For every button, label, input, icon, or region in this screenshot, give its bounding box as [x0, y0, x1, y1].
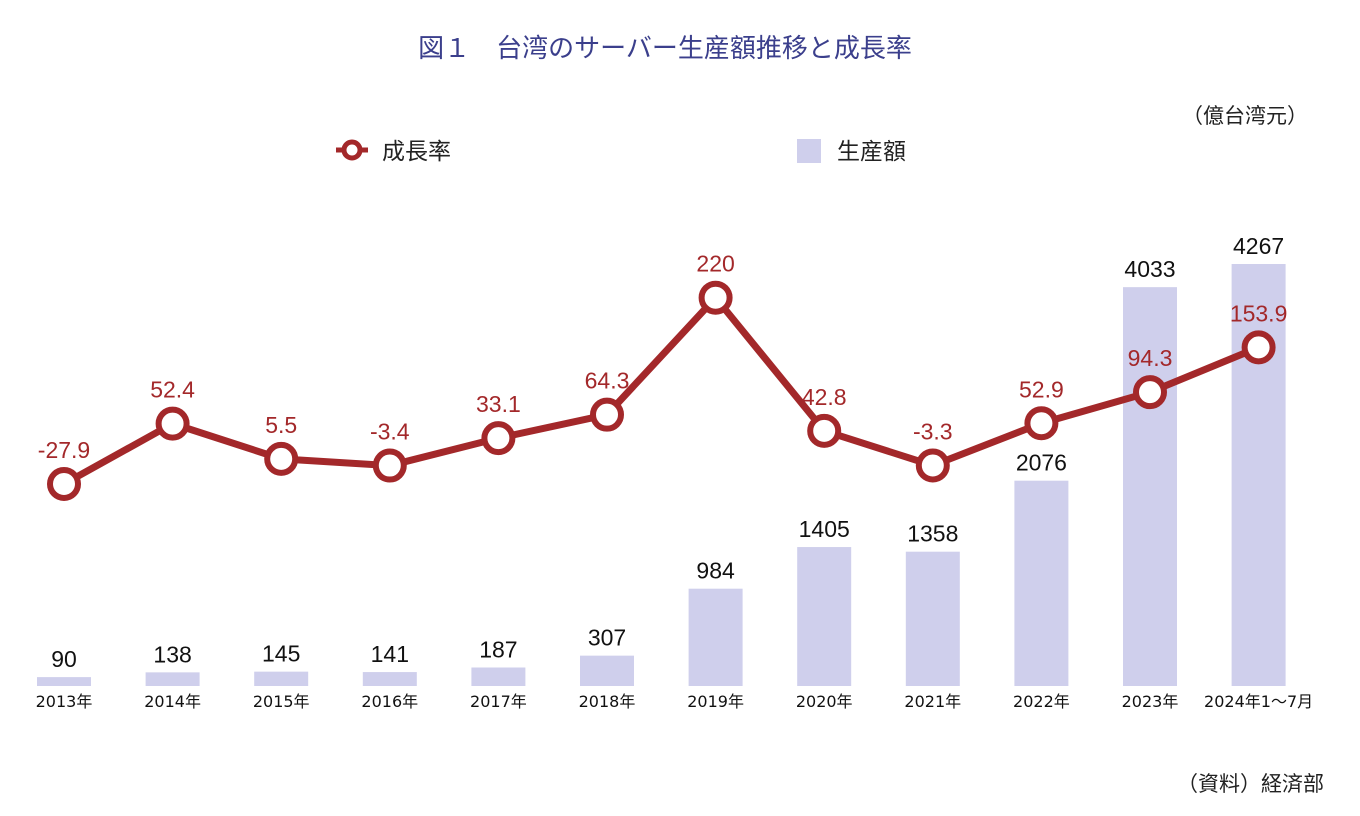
rate-value-label-9: 52.9: [1019, 376, 1064, 402]
rate-point-6: [698, 280, 733, 315]
bar-5: [580, 655, 634, 686]
x-tick-label-6: 2019年: [687, 692, 744, 711]
bar-1: [145, 672, 200, 686]
bar-value-label-1: 138: [153, 641, 191, 667]
x-tick-label-2: 2015年: [253, 692, 310, 711]
rate-value-label-3: -3.4: [370, 419, 410, 445]
bar-8: [905, 551, 960, 686]
bar-10: [1123, 287, 1177, 686]
legend-bar-label: 生産額: [837, 139, 906, 165]
rate-point-7: [807, 413, 842, 448]
x-tick-label-8: 2021年: [904, 692, 961, 711]
rate-point-11: [1241, 330, 1276, 365]
rate-point-8: [915, 448, 950, 483]
rate-value-label-10: 94.3: [1128, 345, 1173, 371]
rate-value-label-0: -27.9: [38, 437, 90, 463]
bar-0: [37, 677, 91, 686]
x-tick-label-0: 2013年: [36, 692, 93, 711]
rate-point-2: [264, 441, 299, 476]
bar-3: [362, 672, 417, 686]
rate-value-label-1: 52.4: [150, 377, 195, 403]
rate-point-5: [590, 397, 624, 432]
rate-point-1: [155, 406, 190, 441]
bar-value-label-0: 90: [51, 646, 77, 672]
rate-point-9: [1024, 406, 1059, 441]
growth-rate-line: [62, 294, 1260, 488]
line-labels: -27.9 52.4 5.5 -3.4 33.1 64.3 220 42.8 -3.3 52.9 9…: [38, 251, 1288, 463]
x-tick-label-1: 2014年: [144, 692, 201, 711]
bar-series: [37, 264, 1286, 686]
line-series: [47, 280, 1276, 501]
x-tick-label-11: 2024年1～7月: [1204, 692, 1313, 711]
x-tick-label-7: 2020年: [796, 692, 853, 711]
x-axis-ticks: 2013年 2014年 2015年 2016年 2017年 2018年 2019年 2020年…: [36, 692, 1314, 711]
rate-value-label-6: 220: [696, 251, 734, 277]
bar-value-label-5: 307: [588, 625, 626, 651]
unit-label: （億台湾元）: [1182, 104, 1308, 128]
bar-value-label-8: 1358: [907, 521, 958, 547]
x-tick-label-10: 2023年: [1122, 692, 1179, 711]
rate-value-label-8: -3.3: [913, 418, 953, 444]
source-label: （資料）経済部: [1177, 772, 1324, 796]
rate-value-label-4: 33.1: [476, 391, 521, 417]
bar-4: [471, 667, 526, 686]
x-tick-label-3: 2016年: [361, 692, 418, 711]
x-tick-label-4: 2017年: [470, 692, 527, 711]
bar-7: [797, 547, 852, 686]
bar-9: [1014, 480, 1069, 686]
bar-value-label-11: 4267: [1233, 233, 1284, 259]
x-tick-label-5: 2018年: [579, 692, 636, 711]
bar-value-label-3: 141: [371, 641, 409, 667]
bar-value-label-2: 145: [262, 641, 300, 667]
bar-6: [688, 588, 743, 686]
rate-point-3: [372, 448, 407, 483]
rate-value-label-2: 5.5: [265, 412, 297, 438]
rate-value-label-11: 153.9: [1230, 300, 1288, 326]
legend-line-circle: [341, 139, 363, 161]
bar-2: [254, 671, 309, 686]
rate-value-label-7: 42.8: [802, 384, 847, 410]
rate-point-10: [1133, 375, 1167, 410]
x-tick-label-9: 2022年: [1013, 692, 1070, 711]
bar-value-label-10: 4033: [1124, 256, 1175, 282]
legend-bar-swatch: [797, 139, 821, 163]
chart-title: 図１ 台湾のサーバー生産額推移と成長率: [418, 34, 912, 64]
bar-value-label-7: 1405: [799, 516, 850, 542]
legend: 成長率 生産額: [336, 139, 906, 165]
legend-line-label: 成長率: [382, 139, 451, 165]
rate-point-4: [481, 421, 516, 456]
bar-value-label-6: 984: [696, 558, 735, 584]
bar-labels: 90 138 145 141 187 307 984 1405 1358 2076 4033 4267: [51, 233, 1284, 672]
bar-value-label-4: 187: [479, 637, 517, 663]
rate-point-0: [47, 466, 81, 501]
rate-value-label-5: 64.3: [585, 368, 630, 394]
bar-11: [1231, 264, 1286, 686]
bar-value-label-9: 2076: [1016, 450, 1067, 476]
